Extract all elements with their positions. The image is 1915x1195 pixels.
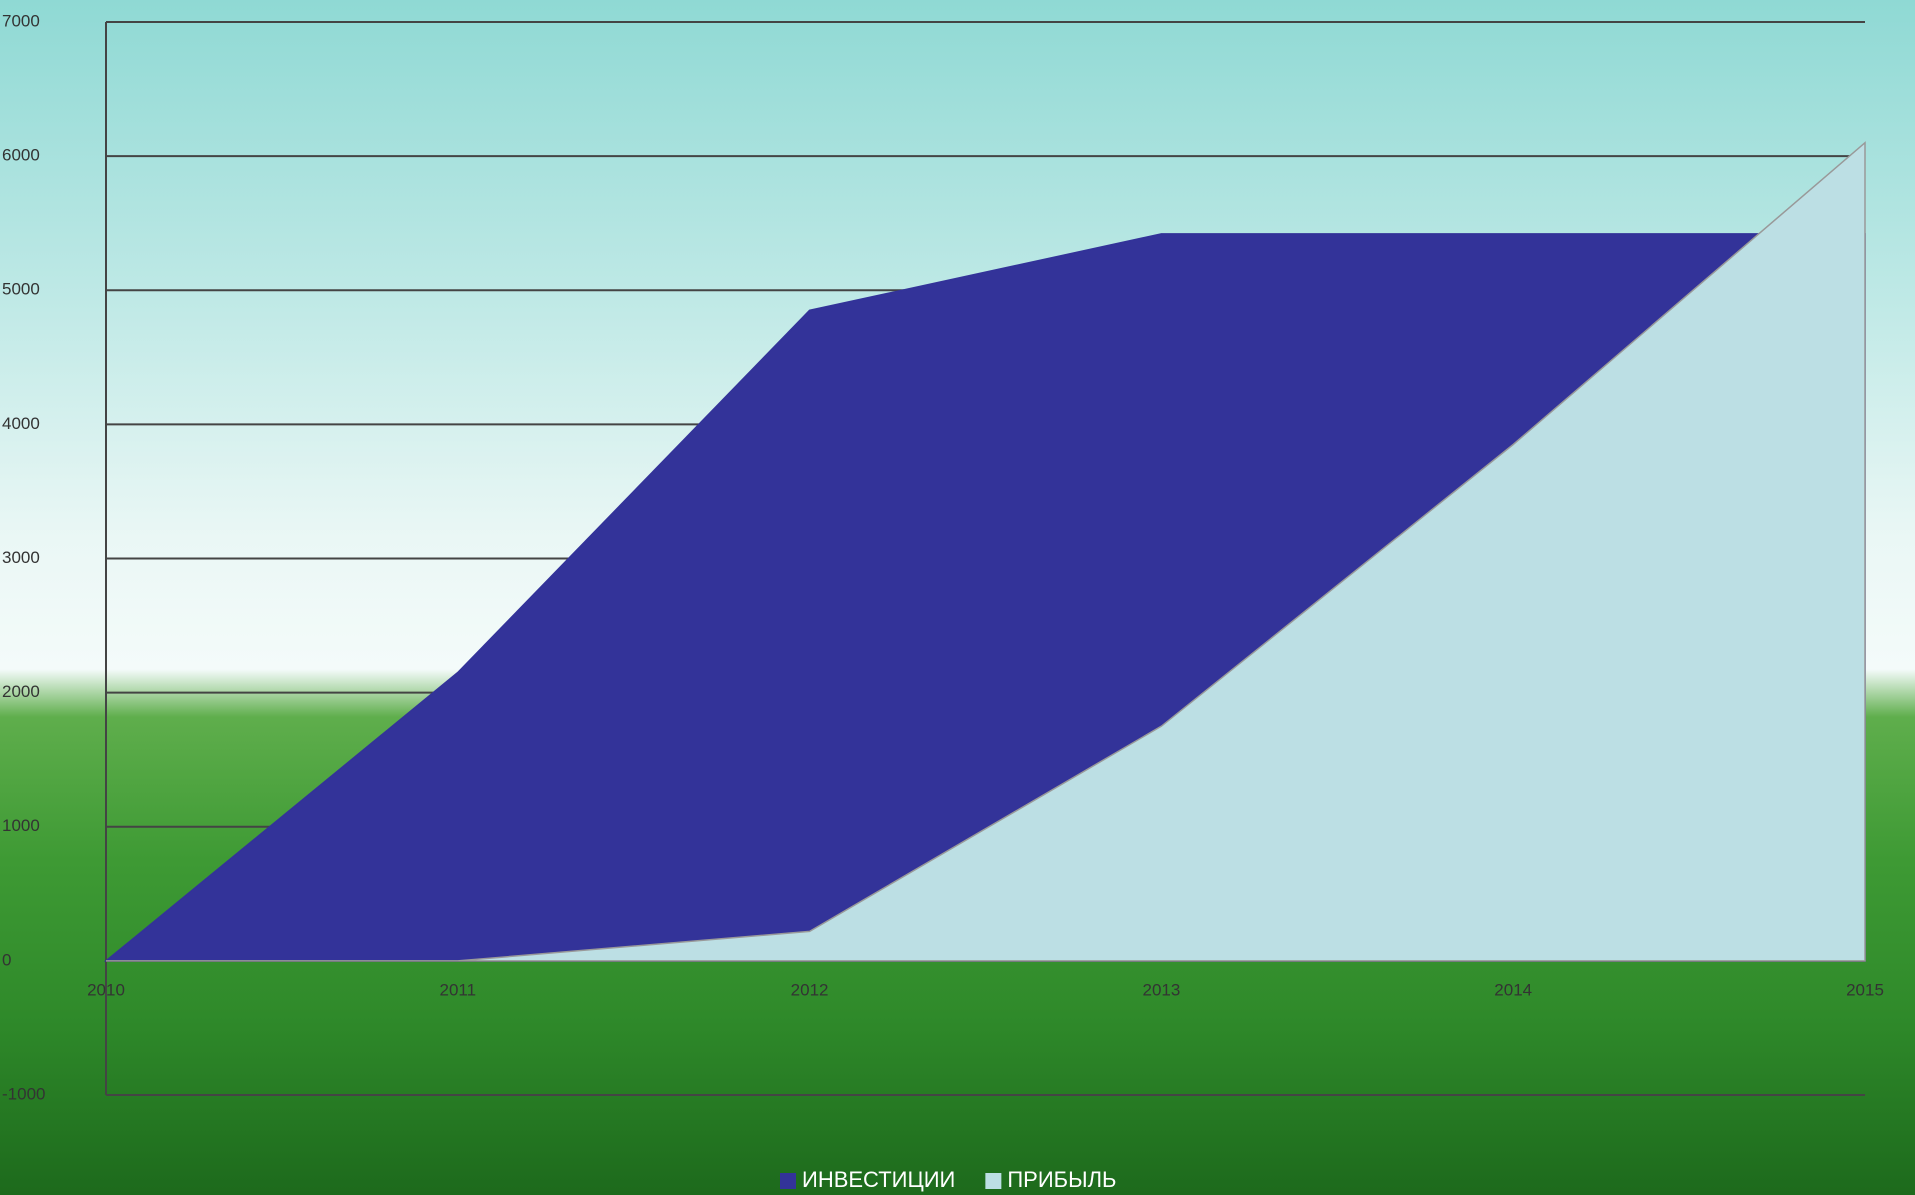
y-tick-label: 0 <box>2 950 11 969</box>
legend-label: ИНВЕСТИЦИИ <box>802 1167 955 1192</box>
x-tick-label: 2014 <box>1494 980 1532 999</box>
x-tick-label: 2011 <box>440 980 477 999</box>
y-tick-label: 6000 <box>2 146 40 165</box>
x-tick-label: 2010 <box>87 980 125 999</box>
y-tick-label: 2000 <box>2 682 40 701</box>
x-tick-label: 2012 <box>791 980 829 999</box>
legend-swatch <box>780 1173 796 1189</box>
y-tick-label: 4000 <box>2 414 40 433</box>
y-tick-label: 5000 <box>2 280 40 299</box>
x-tick-label: 2015 <box>1846 980 1884 999</box>
y-tick-label: 7000 <box>2 11 40 30</box>
legend-label: ПРИБЫЛЬ <box>1007 1167 1116 1192</box>
y-tick-label: 3000 <box>2 548 40 567</box>
legend-swatch <box>985 1173 1002 1189</box>
y-tick-label: -1000 <box>2 1084 45 1103</box>
y-tick-label: 1000 <box>2 816 40 835</box>
area <box>106 141 1866 962</box>
x-tick-label: 2013 <box>1142 980 1180 999</box>
